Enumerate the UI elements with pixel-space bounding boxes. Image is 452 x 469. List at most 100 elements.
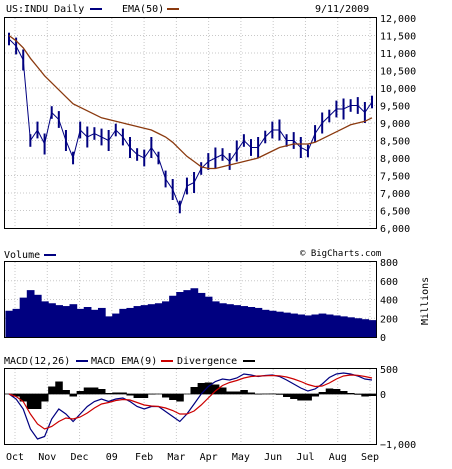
- macd-ytick-label: 500: [380, 365, 398, 376]
- volume-bar: [254, 307, 263, 337]
- volume-bar: [190, 288, 199, 337]
- divergence-bar: [204, 382, 213, 394]
- divergence-bar: [126, 394, 134, 396]
- divergence-bar: [218, 387, 227, 394]
- volume-bar: [297, 314, 305, 337]
- divergence-bar: [112, 392, 120, 394]
- volume-bar: [112, 313, 120, 337]
- price-ytick-label: 8,500: [380, 137, 410, 148]
- volume-units-label: Millions: [420, 277, 431, 325]
- volume-bar: [204, 296, 213, 337]
- price-ytick-label: 7,500: [380, 172, 410, 183]
- divergence-bar: [347, 393, 355, 394]
- volume-bar: [283, 312, 291, 337]
- volume-bar: [176, 292, 184, 337]
- divergence-bar: [226, 391, 234, 394]
- divergence-bar: [190, 387, 199, 394]
- volume-bar: [290, 313, 298, 337]
- price-line: [8, 38, 373, 209]
- macd-ema-label: MACD EMA(9): [91, 356, 157, 367]
- volume-bar: [354, 318, 362, 337]
- divergence-bar: [339, 391, 348, 394]
- volume-bars: [5, 288, 377, 337]
- divergence-label: Divergence: [177, 356, 237, 367]
- divergence-bar: [12, 394, 21, 397]
- xtick-label: Nov: [38, 452, 56, 463]
- volume-bar: [62, 306, 71, 337]
- volume-bar: [218, 303, 227, 337]
- divergence-bar: [55, 381, 63, 394]
- divergence-bar: [283, 394, 291, 397]
- divergence-bar: [162, 394, 170, 398]
- volume-bar: [325, 314, 334, 337]
- macd-line: [8, 372, 373, 440]
- xtick-label: 09: [106, 452, 118, 463]
- divergence-bar: [368, 394, 376, 396]
- price-ytick-label: 11,000: [380, 49, 416, 60]
- xtick-label: Oct: [6, 452, 24, 463]
- xtick-label: Mar: [167, 452, 185, 463]
- volume-bar: [105, 316, 113, 337]
- volume-legend-swatch: [44, 254, 56, 256]
- volume-panel: [4, 261, 377, 338]
- volume-bar: [26, 290, 35, 337]
- divergence-bar: [26, 394, 35, 409]
- volume-bar: [33, 294, 42, 337]
- divergence-bar: [19, 394, 28, 402]
- volume-bar: [240, 306, 249, 337]
- divergence-bar: [176, 394, 184, 402]
- divergence-bar: [325, 388, 334, 394]
- divergence-bar: [233, 391, 241, 394]
- divergence-bar: [304, 394, 312, 401]
- tick-layer: 12,000 11,500 11,000 10,500 10,000 9,500 9,000…: [6, 14, 416, 463]
- xtick-label: Feb: [135, 452, 153, 463]
- volume-ytick-label: 800: [380, 258, 398, 269]
- ema-line: [8, 34, 373, 170]
- volume-bar: [268, 310, 277, 337]
- price-ytick-label: 10,000: [380, 84, 416, 95]
- ema-label: EMA(50): [122, 4, 164, 15]
- xtick-label: Dec: [71, 452, 89, 463]
- volume-ytick-label: 200: [380, 314, 398, 325]
- volume-bar: [126, 307, 135, 337]
- volume-bar: [83, 307, 92, 337]
- volume-bar: [69, 304, 78, 337]
- volume-bar: [76, 308, 85, 337]
- price-symbol-label: US:INDU Daily: [6, 4, 84, 15]
- volume-bar: [247, 307, 256, 337]
- volume-bar: [368, 320, 377, 337]
- volume-bar: [304, 315, 313, 337]
- divergence-bar: [211, 384, 220, 394]
- series-layer: [8, 32, 373, 440]
- divergence-bar: [361, 394, 369, 397]
- divergence-bar: [275, 394, 284, 395]
- divergence-bar: [290, 394, 298, 399]
- volume-label: Volume: [4, 250, 40, 261]
- divergence-bar: [97, 389, 106, 394]
- volume-bar: [311, 314, 320, 337]
- bigcharts-watermark: © BigCharts.com: [300, 249, 381, 259]
- volume-bar: [211, 301, 220, 337]
- volume-bar: [97, 307, 106, 337]
- xtick-label: Jul: [296, 452, 314, 463]
- price-ytick-label: 6,500: [380, 207, 410, 218]
- volume-bar: [133, 306, 142, 337]
- xtick-label: Aug: [329, 452, 347, 463]
- divergence-bar: [240, 390, 248, 394]
- chart-date: 9/11/2009: [315, 4, 369, 15]
- volume-bar: [169, 295, 177, 337]
- divergence-bar: [90, 387, 99, 394]
- divergence-bar: [318, 392, 327, 394]
- divergence-bars: [5, 381, 376, 409]
- macd-ema-line: [8, 374, 373, 430]
- volume-bar: [183, 290, 192, 337]
- price-ytick-label: 9,000: [380, 119, 410, 130]
- xtick-label: Apr: [200, 452, 218, 463]
- xtick-label: May: [232, 452, 250, 463]
- divergence-bar: [133, 394, 142, 398]
- divergence-bar: [147, 394, 156, 395]
- grid-layer: [5, 18, 376, 444]
- divergence-bar: [332, 389, 341, 394]
- divergence-bar: [119, 392, 127, 394]
- macd-panel: [4, 368, 377, 445]
